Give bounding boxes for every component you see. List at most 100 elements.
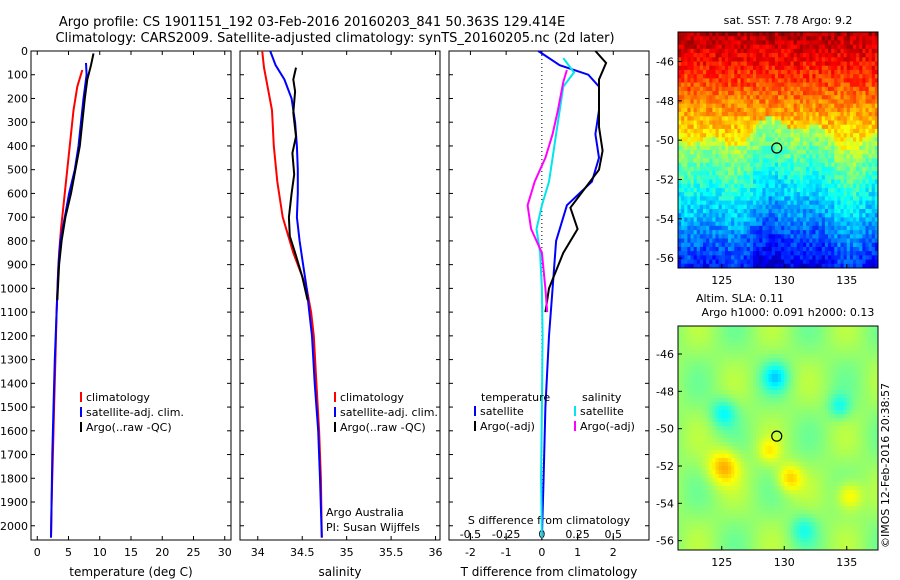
y-tick-label: 2000: [0, 520, 28, 533]
x-tick-label: 10: [93, 546, 107, 559]
argo-location-marker: [771, 430, 783, 442]
legend-label: satellite-adj. clim.: [86, 406, 184, 419]
watermark: ©IMOS 12-Feb-2016 20:38:57: [879, 383, 892, 548]
legend-label: climatology: [340, 391, 404, 404]
legend-label: Argo(-adj): [480, 420, 535, 433]
sla-map: 125 130 135 -46 -48 -50 -52 -54 -56: [656, 325, 879, 569]
x-tick-label: -2: [465, 546, 476, 559]
figure-title-line1: Argo profile: CS 1901151_192 03-Feb-2016…: [59, 15, 565, 30]
x-tick-label: 30: [218, 546, 232, 559]
series-line-satellite: [537, 50, 601, 538]
x-tick-label-salinity: 0.5: [605, 528, 623, 541]
y-tick-label: 1000: [0, 282, 28, 295]
y-tick-label: 900: [7, 259, 28, 272]
sla-map-title-line2: Argo h1000: 0.091 h2000: 0.13: [702, 306, 875, 319]
sst-map-title: sat. SST: 7.78 Argo: 9.2: [724, 14, 853, 27]
x-tick-label: 35.5: [379, 546, 404, 559]
map-y-tick-label: -48: [656, 95, 674, 108]
map-y-tick-label: -50: [656, 423, 674, 436]
argo-location-marker: [771, 142, 783, 154]
y-tick-label: 700: [7, 211, 28, 224]
legend-label: Argo(-adj): [580, 420, 635, 433]
legend-label: Argo(..raw -QC): [86, 421, 172, 434]
y-tick-label: 1200: [0, 330, 28, 343]
x-tick-label: 0: [34, 546, 41, 559]
x-tick-label: 35: [340, 546, 354, 559]
x-tick-label: -1: [501, 546, 512, 559]
y-tick-label: 1400: [0, 377, 28, 390]
y-tick-label: 400: [7, 140, 28, 153]
y-tick-label: 1600: [0, 425, 28, 438]
salinity-panel: 34 34.5 35 35.5 36 salinity climatology satelli…: [239, 50, 443, 579]
map-y-tick-label: -54: [656, 213, 674, 226]
map-y-tick-label: -48: [656, 385, 674, 398]
salinity-axis-label: S difference from climatology: [468, 514, 631, 527]
annotation-line: Argo Australia: [326, 506, 404, 519]
y-tick-label: 1700: [0, 449, 28, 462]
x-tick-label: 0: [538, 546, 545, 559]
y-tick-label: 300: [7, 116, 28, 129]
legend-label: Argo(..raw -QC): [340, 421, 426, 434]
legend-label: temperature: [481, 391, 550, 404]
x-tick-label-salinity: 0.25: [565, 528, 590, 541]
x-tick-label: 15: [124, 546, 138, 559]
annotation-line: PI: Susan Wijffels: [326, 521, 420, 534]
series-line-satelliteadjclim: [269, 50, 323, 538]
y-tick-label: 1500: [0, 401, 28, 414]
y-tick-label: 200: [7, 92, 28, 105]
sst-map: 125 130 135 -46 -48 -50 -52 -54 -56: [656, 31, 879, 287]
series-line-climatology: [261, 50, 323, 538]
x-axis-label: temperature (deg C): [69, 565, 192, 579]
x-tick-label: 5: [65, 546, 72, 559]
map-y-tick-label: -52: [656, 174, 674, 187]
y-tick-label: 1300: [0, 354, 28, 367]
map-y-tick-label: -54: [656, 497, 674, 510]
x-axis-label: T difference from climatology: [460, 565, 638, 579]
sla-map-title-line1: Altim. SLA: 0.11: [696, 292, 784, 305]
map-frame: [677, 31, 879, 269]
map-x-tick-label: 135: [836, 556, 857, 569]
x-tick-label: 20: [155, 546, 169, 559]
map-y-tick-label: -52: [656, 460, 674, 473]
y-tick-label: 600: [7, 187, 28, 200]
series-line-satellite: [535, 57, 576, 538]
figure-title-line2: Climatology: CARS2009. Satellite-adjuste…: [55, 31, 614, 46]
legend-label: salinity: [582, 391, 622, 404]
y-tick-label: 1800: [0, 472, 28, 485]
x-tick-label: 34.5: [290, 546, 315, 559]
x-tick-label-salinity: -0.25: [492, 528, 520, 541]
map-y-tick-label: -46: [656, 56, 674, 69]
series-line-argoadj: [526, 69, 568, 313]
x-tick-label: 34: [251, 546, 265, 559]
map-x-tick-label: 125: [711, 274, 732, 287]
x-tick-label: 1: [574, 546, 581, 559]
map-frame: [677, 325, 879, 551]
x-axis-label: salinity: [318, 565, 361, 579]
y-tick-label: 1900: [0, 496, 28, 509]
map-y-tick-label: -56: [656, 535, 674, 548]
y-tick-label: 500: [7, 164, 28, 177]
series-line-argoadj: [544, 50, 608, 313]
x-tick-label: 25: [187, 546, 201, 559]
legend-label: satellite-adj. clim.: [340, 406, 438, 419]
map-y-tick-label: -50: [656, 134, 674, 147]
difference-panel: -2 -1 0 1 2-0.5 -0.25 0 0.25 0.5S difference fro…: [448, 50, 650, 579]
legend-label: climatology: [86, 391, 150, 404]
x-tick-label: 2: [610, 546, 617, 559]
y-tick-label: 1100: [0, 306, 28, 319]
series-line-argorawqc: [287, 67, 309, 301]
legend-label: satellite: [480, 405, 524, 418]
y-tick-label: 0: [21, 45, 28, 58]
plot-frame: [448, 50, 650, 541]
map-x-tick-label: 130: [774, 556, 795, 569]
plot-frame: [239, 50, 441, 541]
series-line-argorawqc: [56, 53, 95, 301]
temperature-panel: 0100200300400500600700800900100011001200…: [0, 45, 232, 579]
map-y-tick-label: -56: [656, 252, 674, 265]
map-x-tick-label: 125: [711, 556, 732, 569]
y-tick-label: 100: [7, 69, 28, 82]
map-x-tick-label: 135: [836, 274, 857, 287]
map-y-tick-label: -46: [656, 348, 674, 361]
x-tick-label-salinity: -0.5: [460, 528, 481, 541]
